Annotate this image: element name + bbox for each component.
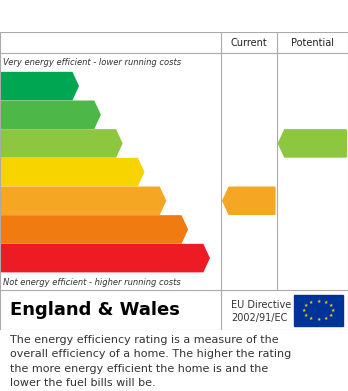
Polygon shape xyxy=(1,101,100,128)
Text: Not energy efficient - higher running costs: Not energy efficient - higher running co… xyxy=(3,278,181,287)
Text: Very energy efficient - lower running costs: Very energy efficient - lower running co… xyxy=(3,58,182,67)
Text: EU Directive: EU Directive xyxy=(231,300,292,310)
Text: 47: 47 xyxy=(243,194,261,207)
Text: ★: ★ xyxy=(329,312,333,317)
Text: ★: ★ xyxy=(309,300,313,305)
Text: ★: ★ xyxy=(309,316,313,321)
Polygon shape xyxy=(1,130,122,157)
Text: ★: ★ xyxy=(316,299,321,303)
Polygon shape xyxy=(1,158,144,186)
Text: ★: ★ xyxy=(324,316,328,321)
Text: The energy efficiency rating is a measure of the
overall efficiency of a home. T: The energy efficiency rating is a measur… xyxy=(10,335,292,388)
Text: E: E xyxy=(155,194,165,208)
Polygon shape xyxy=(1,244,209,272)
Text: (81-91): (81-91) xyxy=(3,110,31,119)
Bar xyxy=(294,295,343,326)
Text: ★: ★ xyxy=(303,303,308,308)
Text: ★: ★ xyxy=(329,303,333,308)
Polygon shape xyxy=(1,72,78,100)
Polygon shape xyxy=(1,216,187,243)
Text: ★: ★ xyxy=(331,308,335,313)
Text: (39-54): (39-54) xyxy=(3,196,32,205)
Text: ★: ★ xyxy=(324,300,328,305)
Text: Potential: Potential xyxy=(291,38,334,48)
Text: England & Wales: England & Wales xyxy=(10,301,180,319)
Text: Energy Efficiency Rating: Energy Efficiency Rating xyxy=(10,7,239,25)
Text: G: G xyxy=(197,251,208,265)
Text: A: A xyxy=(66,79,77,93)
Text: (21-38): (21-38) xyxy=(3,225,31,234)
Text: ★: ★ xyxy=(316,317,321,322)
Text: C: C xyxy=(111,136,121,151)
Text: ★: ★ xyxy=(302,308,306,313)
Text: (1-20): (1-20) xyxy=(3,254,26,263)
Polygon shape xyxy=(223,187,275,214)
Text: B: B xyxy=(88,108,99,122)
Text: 2002/91/EC: 2002/91/EC xyxy=(231,313,288,323)
Text: D: D xyxy=(131,165,143,179)
Text: (55-68): (55-68) xyxy=(3,168,32,177)
Text: 75: 75 xyxy=(307,137,324,150)
Text: ★: ★ xyxy=(303,312,308,317)
Polygon shape xyxy=(278,130,346,157)
Text: (69-80): (69-80) xyxy=(3,139,32,148)
Text: F: F xyxy=(177,222,186,237)
Polygon shape xyxy=(1,187,166,214)
Text: Current: Current xyxy=(230,38,267,48)
Text: (92-100): (92-100) xyxy=(3,82,36,91)
